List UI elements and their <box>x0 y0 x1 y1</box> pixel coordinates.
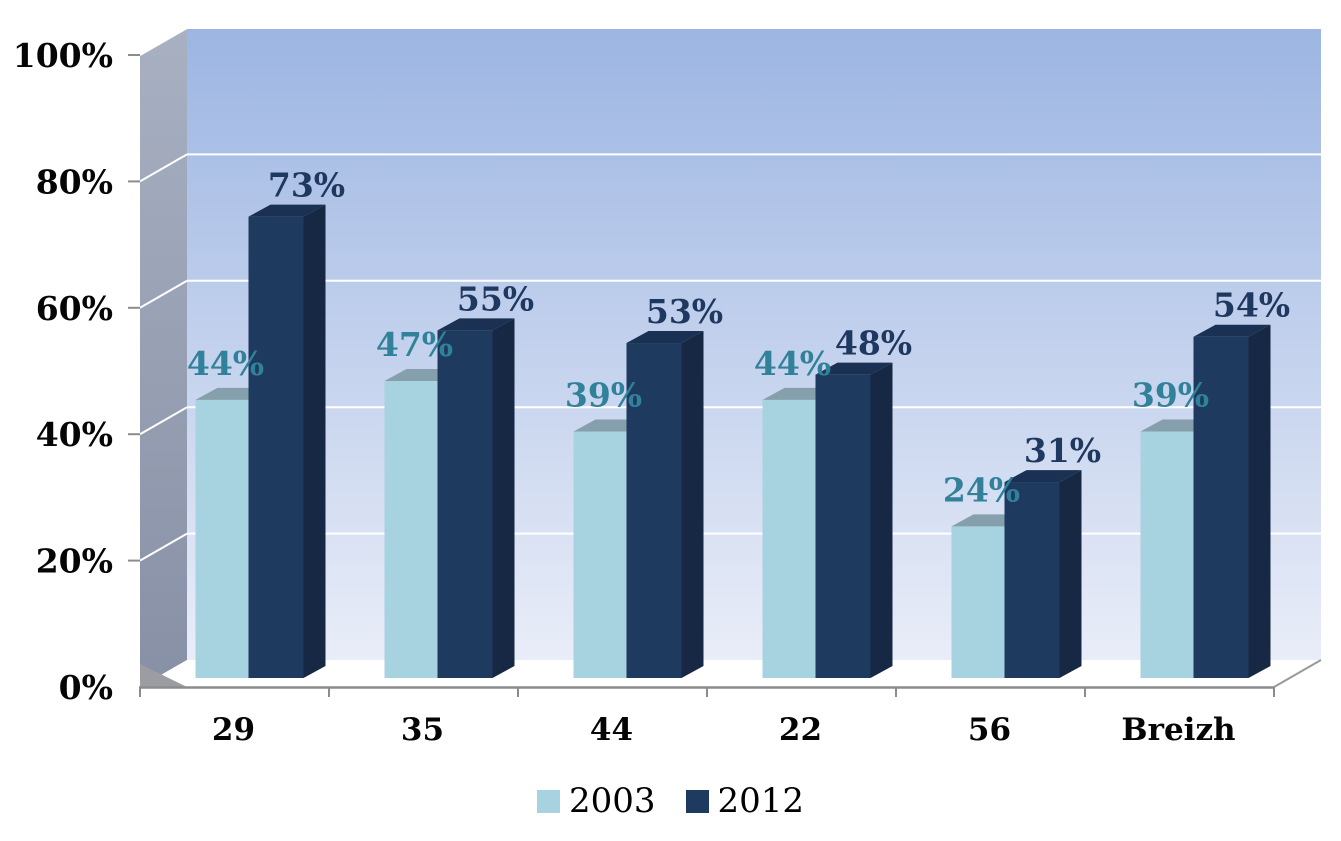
value-label-2003-Breizh: 39% <box>1132 376 1209 415</box>
legend-item-2012: 2012 <box>685 781 805 821</box>
bar-2012-35-top <box>437 318 515 331</box>
category-label-Breizh: Breizh <box>1121 712 1235 748</box>
bar-2012-56-side <box>1059 470 1082 678</box>
category-label-56: 56 <box>968 712 1011 748</box>
value-label-2012-Breizh: 54% <box>1213 286 1290 325</box>
value-label-2003-29: 44% <box>187 344 264 383</box>
bar-2012-22-top <box>815 362 893 375</box>
bar-2012-35-front <box>437 330 493 678</box>
y-axis-label-100%: 100% <box>13 36 113 75</box>
bar-2003-44-front <box>573 431 627 678</box>
legend-label-2003: 2003 <box>568 781 656 821</box>
bar-2012-Breizh-side <box>1248 324 1271 678</box>
bar-2012-35-side <box>492 318 515 678</box>
y-axis-label-20%: 20% <box>36 542 113 581</box>
wall-gridline-80 <box>139 153 188 183</box>
bar-2003-22-front <box>762 399 816 678</box>
bar-2012-22-front <box>815 374 871 678</box>
value-label-2012-35: 55% <box>457 279 534 318</box>
bar-2012-29-front <box>248 216 304 678</box>
floor-left-corner <box>140 664 187 687</box>
bar-2003-Breizh-front <box>1140 431 1194 678</box>
y-axis-label-80%: 80% <box>36 162 113 201</box>
y-axis-label-60%: 60% <box>36 289 113 328</box>
wall-gridline-20 <box>139 532 188 562</box>
legend-item-2003: 2003 <box>536 781 656 821</box>
bar-2003-29-front <box>195 399 249 678</box>
value-label-2003-22: 44% <box>754 344 831 383</box>
category-label-22: 22 <box>779 712 822 748</box>
y-axis-label-40%: 40% <box>36 415 113 454</box>
bar-2003-35-front <box>384 380 438 678</box>
legend-label-2012: 2012 <box>717 781 805 821</box>
bar-2012-56-top <box>1004 470 1082 483</box>
bar-2012-56-front <box>1004 482 1060 678</box>
category-label-29: 29 <box>212 712 255 748</box>
category-label-35: 35 <box>401 712 444 748</box>
value-label-2003-56: 24% <box>943 470 1020 509</box>
bar-2012-Breizh-front <box>1193 336 1249 678</box>
side-wall <box>140 28 187 687</box>
bar-2012-Breizh-top <box>1193 324 1271 337</box>
value-label-2003-44: 39% <box>565 376 642 415</box>
value-label-2012-29: 73% <box>268 166 345 205</box>
value-label-2012-44: 53% <box>646 292 723 331</box>
wall-gridline-100 <box>139 27 188 56</box>
value-label-2012-22: 48% <box>835 324 912 363</box>
chart-legend: 2003 2012 <box>0 781 1341 821</box>
bar-2012-44-top <box>626 331 704 344</box>
bar-2012-29-top <box>248 204 326 217</box>
category-label-44: 44 <box>590 712 633 748</box>
plot-area <box>187 28 1321 660</box>
legend-swatch-2003 <box>536 789 560 813</box>
value-label-2012-56: 31% <box>1024 431 1101 470</box>
bar-2003-56-front <box>951 526 1005 678</box>
bar-2012-44-side <box>681 331 704 678</box>
legend-swatch-2012 <box>685 789 709 813</box>
bar-2012-29-side <box>303 204 326 678</box>
y-axis-label-0%: 0% <box>59 668 113 707</box>
bar-2012-22-side <box>870 362 893 678</box>
floor-right-edge <box>1273 659 1322 688</box>
wall-gridline-40 <box>139 406 188 436</box>
bar-2012-44-front <box>626 343 682 678</box>
chart-root: 0% 20% 40% 60% 80% 100% 44% 73% 29 47%55% 35 39% 53%… <box>13 27 1322 748</box>
value-label-2003-35: 47% <box>376 325 453 364</box>
wall-gridline-60 <box>139 279 188 309</box>
